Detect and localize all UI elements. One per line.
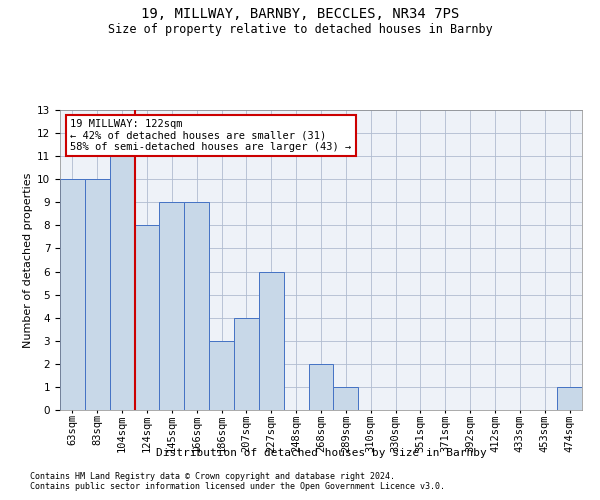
- Bar: [557, 387, 582, 410]
- Bar: [160, 202, 184, 410]
- Text: 19, MILLWAY, BARNBY, BECCLES, NR34 7PS: 19, MILLWAY, BARNBY, BECCLES, NR34 7PS: [141, 8, 459, 22]
- Bar: [209, 341, 234, 410]
- Text: Contains public sector information licensed under the Open Government Licence v3: Contains public sector information licen…: [30, 482, 445, 491]
- Bar: [85, 179, 110, 410]
- Y-axis label: Number of detached properties: Number of detached properties: [23, 172, 33, 348]
- Bar: [184, 202, 209, 410]
- Bar: [60, 179, 85, 410]
- Bar: [308, 364, 334, 410]
- Text: Contains HM Land Registry data © Crown copyright and database right 2024.: Contains HM Land Registry data © Crown c…: [30, 472, 395, 481]
- Text: Size of property relative to detached houses in Barnby: Size of property relative to detached ho…: [107, 22, 493, 36]
- Text: Distribution of detached houses by size in Barnby: Distribution of detached houses by size …: [155, 448, 487, 458]
- Bar: [134, 226, 160, 410]
- Bar: [334, 387, 358, 410]
- Bar: [234, 318, 259, 410]
- Text: 19 MILLWAY: 122sqm
← 42% of detached houses are smaller (31)
58% of semi-detache: 19 MILLWAY: 122sqm ← 42% of detached hou…: [70, 119, 352, 152]
- Bar: [110, 156, 134, 410]
- Bar: [259, 272, 284, 410]
